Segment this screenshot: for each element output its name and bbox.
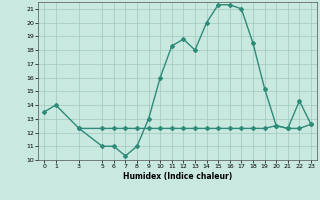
- X-axis label: Humidex (Indice chaleur): Humidex (Indice chaleur): [123, 172, 232, 181]
